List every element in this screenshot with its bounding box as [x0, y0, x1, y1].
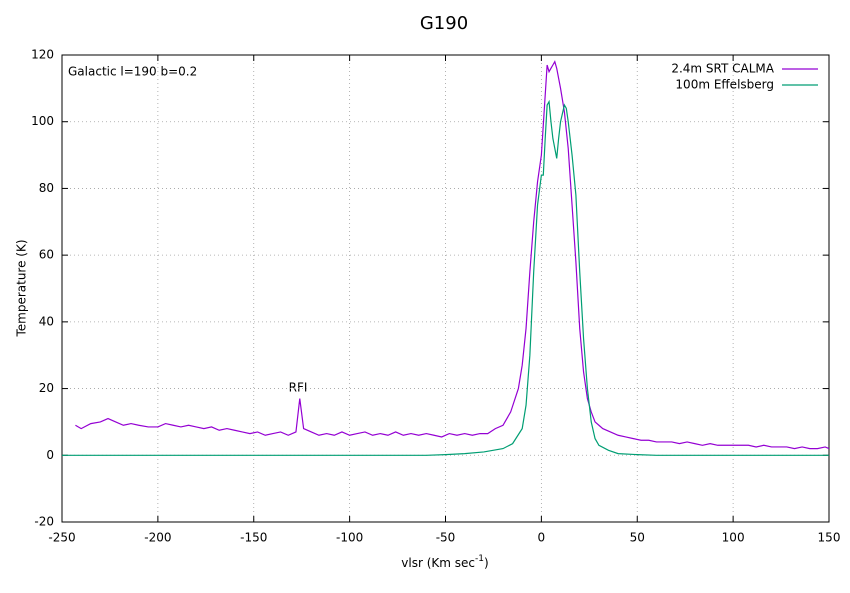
x-tick-label: -200	[144, 531, 171, 545]
x-tick-label: -250	[48, 531, 75, 545]
x-tick-label: -50	[436, 531, 456, 545]
annotation: RFI	[289, 381, 308, 395]
annotation: Galactic l=190 b=0.2	[68, 65, 197, 79]
y-tick-label: 20	[39, 381, 54, 395]
x-tick-label: 50	[630, 531, 645, 545]
x-axis-label-suffix: )	[484, 556, 489, 570]
x-axis-label-sup: -1	[475, 554, 484, 564]
y-tick-label: 0	[46, 448, 54, 462]
series-line	[75, 60, 830, 450]
x-tick-label: -100	[336, 531, 363, 545]
plot-frame	[61, 54, 830, 523]
y-tick-label: 80	[39, 181, 54, 195]
series-line	[62, 99, 829, 456]
legend-label: 100m Effelsberg	[675, 78, 774, 92]
y-axis-label: Temperature (K)	[15, 239, 29, 337]
chart-title: G190	[420, 13, 468, 34]
y-tick-label: 40	[39, 314, 54, 328]
y-tick-label: 100	[31, 114, 54, 128]
y-tick-label: -20	[34, 515, 54, 529]
x-axis-label-text: vlsr (Km sec	[401, 556, 475, 570]
y-tick-label: 120	[31, 48, 54, 62]
x-tick-label: -150	[240, 531, 267, 545]
x-tick-label: 150	[818, 531, 841, 545]
legend-label: 2.4m SRT CALMA	[671, 62, 774, 76]
x-axis-label: vlsr (Km sec-1)	[401, 554, 488, 570]
y-tick-label: 60	[39, 248, 54, 262]
x-tick-label: 0	[538, 531, 546, 545]
x-tick-label: 100	[722, 531, 745, 545]
